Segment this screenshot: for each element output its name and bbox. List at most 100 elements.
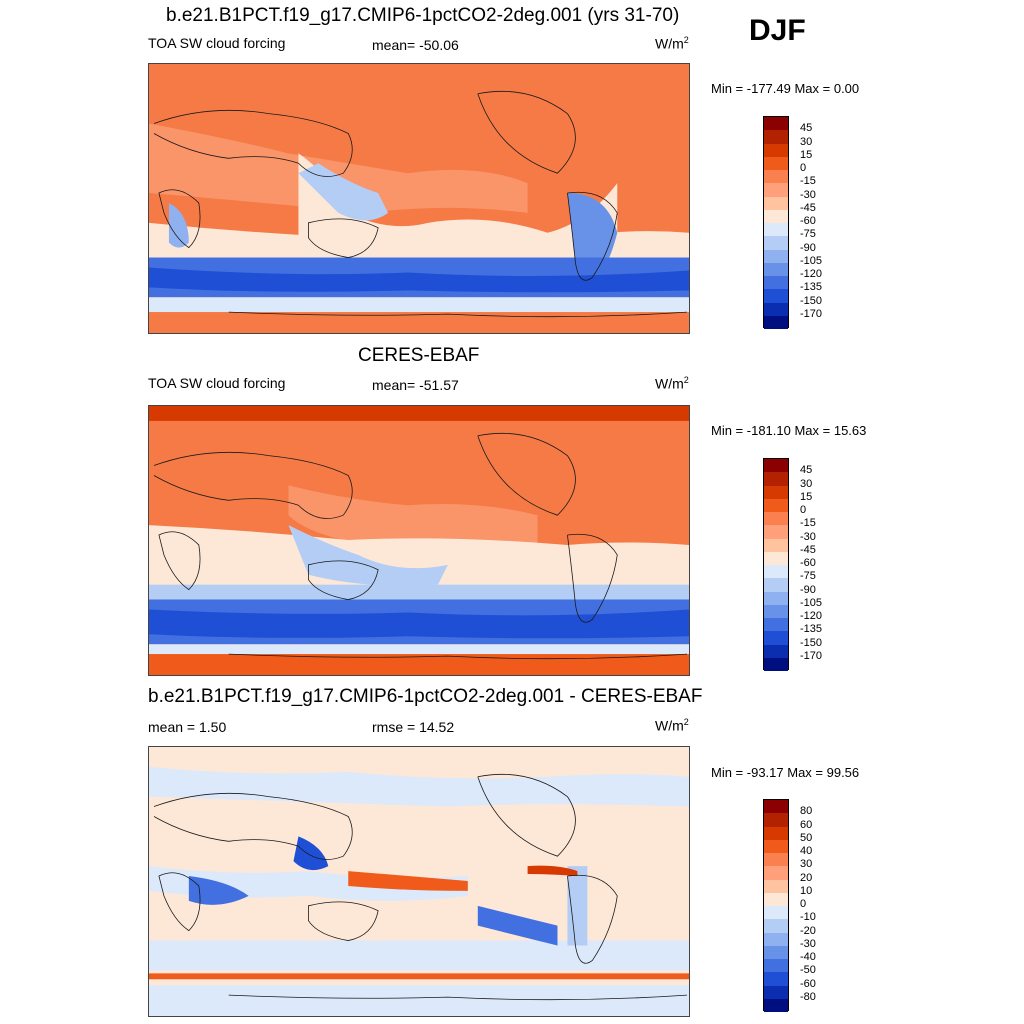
colorbar-swatch: [764, 565, 788, 579]
colorbar-swatch: [764, 879, 788, 893]
colorbar-tick-label: -30: [800, 937, 816, 950]
panel2-mean-label: mean= -51.57: [372, 377, 459, 393]
colorbar-tick-label: -135: [800, 281, 823, 294]
colorbar-swatch: [764, 906, 788, 920]
panel3-title: b.e21.B1PCT.f19_g17.CMIP6-1pctCO2-2deg.0…: [148, 686, 703, 707]
colorbar-swatch: [764, 551, 788, 565]
colorbar-tick-label: -40: [800, 951, 816, 963]
colorbar-tick-label: 40: [800, 845, 813, 857]
colorbar-swatch: [764, 919, 788, 933]
colorbar-swatch: [764, 302, 788, 316]
colorbar-tick-label: 45: [800, 464, 813, 477]
panel2-map: [148, 405, 690, 676]
colorbar-swatch: [764, 657, 788, 671]
colorbar-swatch: [764, 985, 788, 999]
colorbar-tick-label: 30: [800, 135, 813, 148]
colorbar-tick-label: -45: [800, 201, 816, 214]
colorbar-swatch: [764, 117, 788, 131]
colorbar-tick-label: 0: [800, 898, 807, 910]
colorbar-swatch: [764, 959, 788, 973]
panel3-units: W/m2: [655, 717, 689, 734]
panel1-map: [148, 63, 690, 334]
colorbar-swatch: [764, 604, 788, 618]
colorbar-tick-label: 30: [800, 477, 813, 490]
colorbar-swatch: [764, 945, 788, 959]
colorbar-tick-label: -120: [800, 268, 823, 280]
colorbar-tick-label: -45: [800, 543, 816, 556]
colorbar-swatch: [764, 538, 788, 552]
panel3-colorbar: [763, 799, 789, 1012]
colorbar-swatch: [764, 156, 788, 170]
colorbar-tick-label: -30: [800, 530, 816, 543]
colorbar-swatch: [764, 223, 788, 237]
colorbar-swatch: [764, 972, 788, 986]
colorbar-swatch: [764, 932, 788, 946]
colorbar-tick-label: -15: [800, 175, 816, 188]
colorbar-tick-label: -135: [800, 623, 823, 636]
colorbar-tick-label: 80: [800, 805, 813, 818]
colorbar-tick-label: -90: [800, 241, 816, 254]
colorbar-tick-label: -105: [800, 596, 823, 609]
panel2-field-label: TOA SW cloud forcing: [148, 375, 286, 391]
colorbar-tick-label: 15: [800, 490, 813, 503]
colorbar-swatch: [764, 209, 788, 223]
colorbar-swatch: [764, 249, 788, 263]
panel1-mean-label: mean= -50.06: [372, 37, 459, 53]
panel2-title: CERES-EBAF: [358, 345, 480, 366]
colorbar-swatch: [764, 459, 788, 473]
colorbar-tick-label: -20: [800, 924, 816, 937]
colorbar-tick-label: -50: [800, 964, 816, 977]
colorbar-swatch: [764, 236, 788, 250]
panel3-rmse-label: rmse = 14.52: [372, 719, 455, 735]
colorbar-tick-label: 45: [800, 122, 813, 135]
colorbar-swatch: [764, 276, 788, 290]
colorbar-tick-label: -150: [800, 636, 823, 649]
colorbar-swatch: [764, 839, 788, 853]
colorbar-tick-label: -90: [800, 583, 816, 596]
season-label: DJF: [749, 14, 806, 47]
colorbar-swatch: [764, 591, 788, 605]
colorbar-swatch: [764, 183, 788, 197]
colorbar-tick-label: 20: [800, 871, 813, 884]
colorbar-swatch: [764, 813, 788, 827]
panel1-min-max: Min = -177.49 Max = 0.00: [711, 81, 860, 96]
colorbar-tick-label: -10: [800, 911, 816, 924]
colorbar-swatch: [764, 262, 788, 276]
colorbar-swatch: [764, 892, 788, 906]
colorbar-tick-label: 60: [800, 818, 813, 831]
panel1-colorbar: [763, 116, 789, 329]
panel3-min-max: Min = -93.17 Max = 99.56: [711, 765, 860, 780]
colorbar-tick-label: -170: [800, 649, 823, 662]
colorbar-tick-label: -75: [800, 228, 816, 241]
panel1-field-label: TOA SW cloud forcing: [148, 35, 286, 51]
colorbar-swatch: [764, 143, 788, 157]
panel2-colorbar: [763, 458, 789, 671]
panel2-units: W/m2: [655, 375, 689, 392]
colorbar-swatch: [764, 800, 788, 814]
colorbar-tick-label: 0: [800, 504, 807, 516]
colorbar-swatch: [764, 289, 788, 303]
panel2-min-max: Min = -181.10 Max = 15.63: [711, 423, 867, 438]
colorbar-swatch: [764, 485, 788, 499]
colorbar-tick-label: 50: [800, 831, 813, 844]
colorbar-tick-label: 10: [800, 884, 813, 897]
colorbar-swatch: [764, 196, 788, 210]
colorbar-swatch: [764, 472, 788, 486]
colorbar-swatch: [764, 998, 788, 1012]
colorbar-tick-label: 15: [800, 148, 813, 161]
colorbar-swatch: [764, 866, 788, 880]
panel3-map: [148, 746, 690, 1017]
colorbar-swatch: [764, 631, 788, 645]
panel3-mean-label: mean = 1.50: [148, 719, 227, 735]
panel1-title: b.e21.B1PCT.f19_g17.CMIP6-1pctCO2-2deg.0…: [166, 5, 680, 26]
colorbar-tick-label: -60: [800, 557, 816, 569]
colorbar-tick-label: -60: [800, 977, 816, 990]
colorbar-tick-label: -105: [800, 254, 823, 267]
colorbar-swatch: [764, 853, 788, 867]
colorbar-swatch: [764, 498, 788, 512]
colorbar-tick-label: -30: [800, 188, 816, 201]
panel1-units: W/m2: [655, 35, 689, 52]
colorbar-tick-label: -80: [800, 990, 816, 1003]
colorbar-swatch: [764, 170, 788, 184]
colorbar-swatch: [764, 525, 788, 539]
